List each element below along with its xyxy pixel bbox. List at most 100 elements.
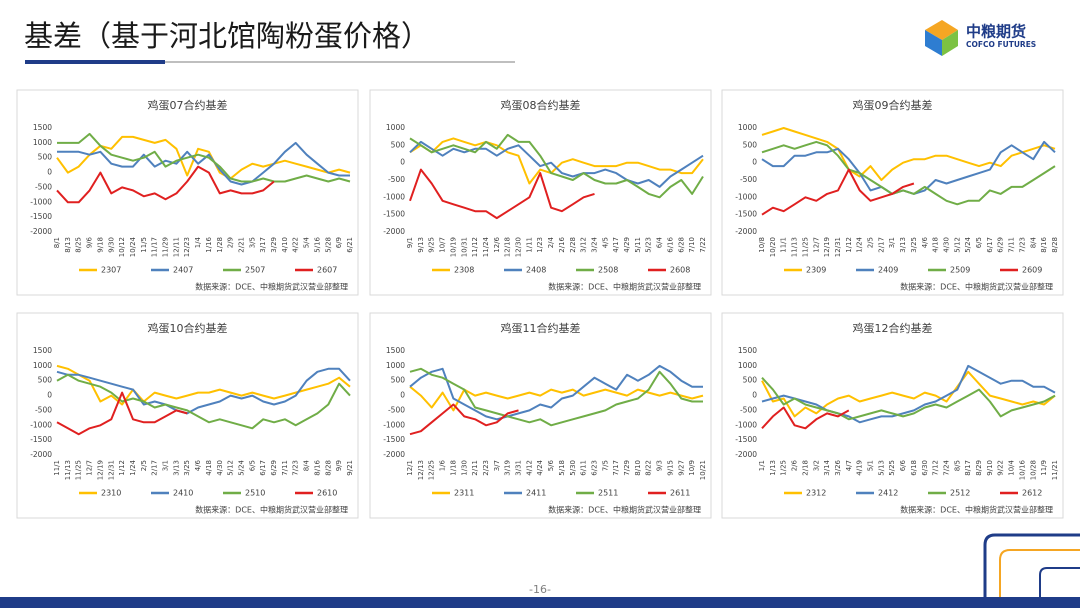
x-tick-label: 4/19: [856, 460, 864, 476]
x-tick-label: 9/1: [406, 237, 414, 248]
x-tick-label: 5/28: [324, 237, 332, 253]
x-tick-label: 2/9: [227, 237, 235, 248]
x-tick-label: 7/23: [1018, 237, 1026, 253]
x-tick-label: 10/4: [1008, 459, 1016, 475]
x-tick-label: 3/13: [899, 237, 907, 253]
y-tick-label: -2000: [30, 227, 52, 236]
x-tick-label: 8/25: [75, 237, 83, 253]
series-line: [761, 364, 1056, 424]
series-line: [57, 132, 351, 183]
series-line: [57, 141, 350, 186]
x-tick-label: 9/27: [677, 460, 685, 476]
y-tick-label: 1500: [33, 346, 52, 355]
y-tick-label: -1000: [30, 197, 52, 206]
y-tick-label: 1000: [386, 123, 405, 132]
source-note: 数据来源：DCE、中粮期货武汉营业部整理: [195, 505, 348, 515]
x-tick-label: 4/18: [205, 460, 213, 476]
series-line: [761, 127, 1056, 181]
x-tick-label: 5/6: [547, 459, 555, 471]
x-tick-label: 9/6: [86, 236, 94, 248]
x-tick-label: 12/18: [504, 237, 512, 257]
x-tick-label: 6/21: [346, 237, 354, 253]
chart-title: 鸡蛋08合约基差: [501, 98, 581, 112]
x-tick-label: 11/13: [791, 237, 799, 257]
x-tick-label: 10/24: [129, 236, 137, 257]
x-tick-label: 4/5: [601, 237, 609, 248]
x-tick-label: 5/24: [237, 459, 245, 475]
x-tick-label: 2/11: [471, 460, 479, 476]
chart-title: 鸡蛋12合约基差: [853, 321, 933, 335]
y-tick-label: -1500: [383, 210, 405, 219]
title-underline: [25, 60, 165, 64]
series-line: [56, 373, 351, 430]
x-tick-label: 10/21: [699, 460, 707, 480]
y-tick-label: 500: [743, 140, 758, 149]
x-tick-label: 10/20: [769, 237, 777, 257]
series-line: [409, 140, 704, 188]
y-tick-label: -1000: [30, 420, 52, 429]
x-tick-label: 7/22: [699, 237, 707, 253]
x-tick-label: 11/29: [162, 237, 170, 257]
x-tick-label: 2/28: [569, 237, 577, 253]
x-tick-label: 9/22: [997, 460, 1005, 476]
y-tick-label: 500: [391, 376, 406, 385]
x-tick-label: 1/24: [129, 459, 137, 475]
series-line: [409, 133, 704, 199]
x-tick-label: 9/25: [428, 237, 436, 253]
logo-icon: [925, 20, 958, 56]
x-tick-label: 7/12: [932, 460, 940, 476]
x-tick-label: 8/17: [964, 460, 972, 476]
legend-label: 2510: [245, 489, 265, 498]
series-line: [56, 165, 275, 204]
x-tick-label: 12/13: [417, 460, 425, 480]
legend-label: 2308: [454, 266, 474, 275]
x-tick-label: 8/10: [634, 460, 642, 476]
chart-title: 鸡蛋10合约基差: [148, 321, 228, 335]
y-tick-label: 1500: [33, 123, 52, 132]
x-tick-label: 4/30: [216, 460, 224, 476]
y-tick-label: -1000: [735, 420, 757, 429]
y-tick-label: -2000: [383, 450, 405, 459]
y-tick-label: -2000: [383, 227, 405, 236]
x-tick-label: 3/2: [812, 460, 820, 471]
legend-label: 2507: [245, 266, 265, 275]
legend-label: 2508: [598, 266, 618, 275]
series-line: [409, 403, 519, 436]
y-tick-label: -1000: [383, 192, 405, 201]
x-tick-label: 2/5: [867, 237, 875, 248]
x-tick-label: 3/25: [910, 237, 918, 253]
legend-label: 2511: [598, 489, 618, 498]
x-tick-label: 12/25: [428, 460, 436, 480]
x-tick-label: 2/6: [791, 459, 799, 471]
x-tick-label: 4/24: [536, 459, 544, 475]
x-tick-label: 11/1: [780, 237, 788, 253]
x-tick-label: 9/13: [417, 237, 425, 253]
y-tick-label: 500: [391, 140, 406, 149]
x-tick-label: 1/13: [769, 460, 777, 476]
x-tick-label: 3/31: [515, 460, 523, 476]
x-tick-label: 1/4: [194, 236, 202, 248]
x-tick-label: 7/23: [292, 460, 300, 476]
y-tick-label: -2000: [735, 227, 757, 236]
x-tick-label: 1/25: [780, 460, 788, 476]
legend-label: 2410: [173, 489, 193, 498]
x-tick-label: 5/1: [867, 460, 875, 471]
chart-frame: [369, 89, 712, 296]
legend-label: 2307: [101, 266, 121, 275]
x-tick-label: 5/24: [964, 236, 972, 252]
y-tick-label: 1000: [33, 138, 52, 147]
x-tick-label: 1/16: [205, 236, 213, 252]
x-tick-label: 3/24: [590, 236, 598, 252]
x-tick-label: 6/30: [921, 460, 929, 476]
y-tick-label: -500: [35, 405, 52, 414]
x-tick-label: 8/4: [303, 459, 311, 471]
x-tick-label: 7/5: [601, 460, 609, 471]
y-tick-label: 1000: [738, 361, 757, 370]
slide-title: 基差（基于河北馆陶粉蛋价格）: [24, 19, 430, 53]
x-tick-label: 2/23: [482, 460, 490, 476]
x-tick-label: 8/28: [1051, 237, 1059, 253]
chart-frame: [16, 89, 359, 296]
x-tick-label: 6/5: [975, 237, 983, 248]
x-tick-label: 5/18: [558, 460, 566, 476]
